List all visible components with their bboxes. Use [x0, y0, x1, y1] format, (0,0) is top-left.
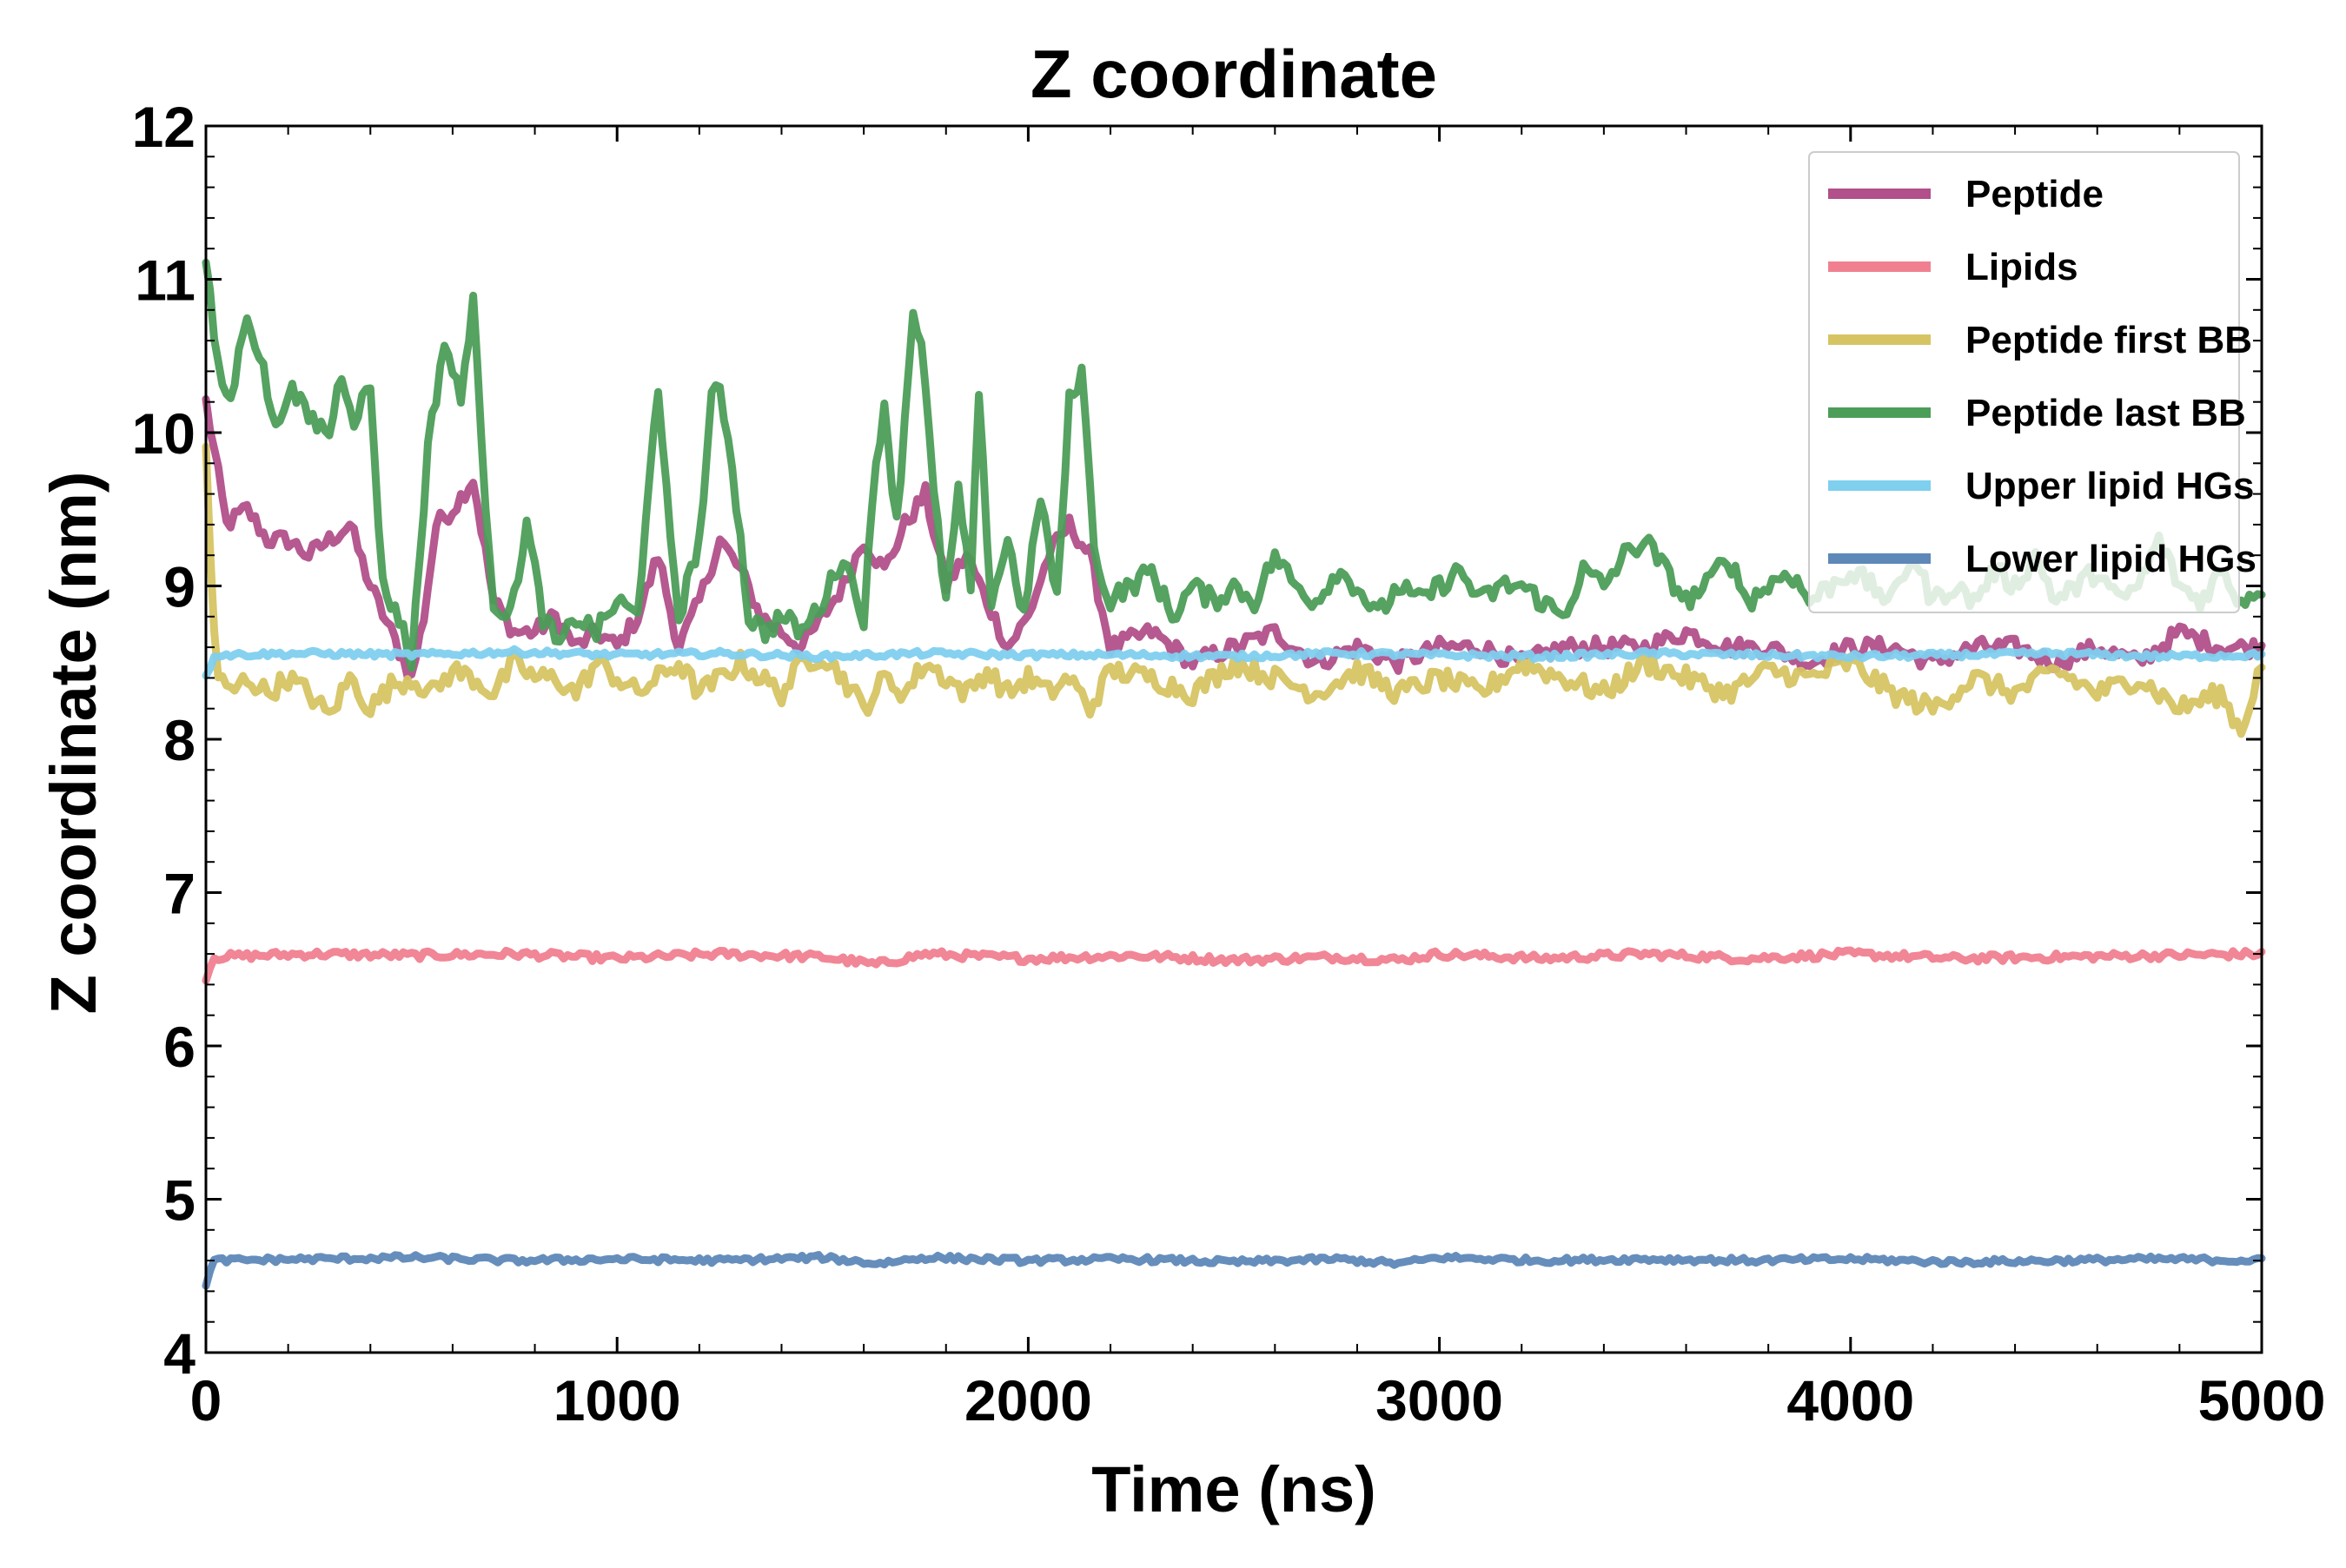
x-tick-label: 0 [190, 1368, 222, 1432]
y-tick-label: 9 [163, 555, 196, 619]
legend-label-peptide-first-bb: Peptide first BB [1965, 319, 2252, 361]
x-tick-label: 3000 [1375, 1368, 1503, 1432]
y-tick-label: 10 [132, 401, 196, 466]
y-tick-label: 6 [163, 1015, 196, 1079]
y-axis-label: Z coordinate (nm) [37, 472, 109, 1015]
x-tick-label: 2000 [964, 1368, 1092, 1432]
legend: Peptide Lipids Peptide first BB Peptide las… [1808, 151, 2257, 613]
legend-label-lower-lipid-hgs: Lower lipid HGs [1965, 538, 2257, 580]
x-tick-label: 5000 [2198, 1368, 2326, 1432]
legend-label-peptide-last-bb: Peptide last BB [1965, 392, 2246, 434]
series-line-lipids [202, 946, 2266, 985]
chart-title: Z coordinate [1031, 36, 1437, 112]
x-axis-label: Time (ns) [1091, 1453, 1376, 1525]
legend-label-peptide: Peptide [1965, 173, 2104, 215]
y-tick-label: 11 [135, 248, 196, 313]
y-tick-label: 4 [163, 1321, 196, 1386]
legend-label-upper-lipid-hgs: Upper lipid HGs [1965, 465, 2254, 507]
series-layer [202, 258, 2266, 1290]
y-tick-label: 5 [163, 1168, 196, 1233]
y-tick-label: 8 [163, 708, 196, 772]
series-line-upper-lipid-hgs [202, 645, 2266, 680]
y-tick-label: 7 [163, 862, 196, 926]
series-line-lower-lipid-hgs [202, 1251, 2266, 1290]
x-tick-label: 4000 [1786, 1368, 1914, 1432]
ticks-layer: 0 1000 2000 3000 4000 5000 4 5 6 7 8 9 10 11 12 [132, 95, 2326, 1432]
y-tick-label: 12 [132, 95, 196, 159]
legend-label-lipids: Lipids [1965, 246, 2078, 288]
x-tick-label: 1000 [553, 1368, 681, 1432]
